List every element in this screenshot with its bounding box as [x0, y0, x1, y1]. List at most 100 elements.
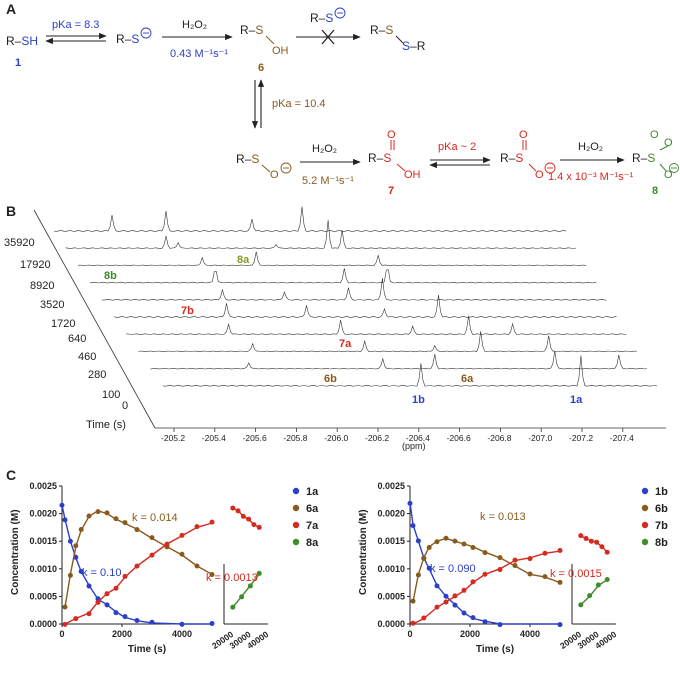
sulfonate-label: R–S — [632, 151, 655, 165]
data-point-6b — [513, 563, 518, 568]
nmr-trace — [78, 252, 586, 266]
data-point-6a — [195, 564, 200, 569]
ppm-axis-label: (ppm) — [402, 441, 426, 451]
data-point-1a — [114, 610, 119, 615]
sulfinic-label: R–S — [368, 151, 391, 165]
kinetics-charts: 0.00000.00050.00100.00150.00200.00250 200… — [10, 481, 668, 655]
y-tick-label: 0.0020 — [29, 509, 57, 519]
data-point-6b — [444, 536, 449, 541]
data-point-6b — [528, 571, 533, 576]
figure: A R–SH 1 pKa = 8.3 R–S H₂O₂ 0.43 M⁻¹s⁻¹ … — [0, 0, 680, 677]
y-tick-label: 0.0005 — [377, 591, 405, 601]
disulfide-label-2: S–R — [402, 39, 426, 53]
time-label-1720: 1720 — [51, 318, 75, 330]
time-label-3520: 3520 — [40, 299, 64, 311]
data-point-6b — [427, 545, 432, 550]
ppm-tick-label: -206.8 — [487, 433, 511, 443]
data-point-6a — [73, 543, 78, 548]
data-point-8a — [248, 583, 253, 588]
data-point-7b — [483, 572, 488, 577]
data-point-7a — [210, 520, 215, 525]
data-point-7b — [453, 593, 458, 598]
data-point-7a — [96, 600, 101, 605]
data-point-7b — [513, 558, 518, 563]
h2o2-label-3: H₂O₂ — [578, 141, 603, 153]
label-1b: 1b — [412, 394, 425, 406]
thiolate-reagent: R–S — [310, 11, 333, 25]
rate-label-blue: k = 0.090 — [430, 563, 476, 575]
legend-marker-7a — [293, 522, 299, 528]
pka-1: pKa = 8.3 — [52, 19, 99, 31]
legend-marker-1b — [642, 488, 648, 494]
oh-label: OH — [272, 45, 289, 57]
compound-7-label: 7 — [388, 185, 394, 197]
data-point-6b — [453, 539, 458, 544]
ppm-tick-label: -206.0 — [324, 433, 348, 443]
rate-label-red: k = 0.0015 — [550, 568, 602, 580]
data-point-1b — [453, 603, 458, 608]
ppm-ticks: -205.2 -205.4 -205.6 -205.8 -206.0 -206.2 -206… — [161, 428, 634, 443]
ppm-tick-label: -206.6 — [447, 433, 471, 443]
data-point-1a — [123, 614, 128, 619]
y-tick-label: 0.0015 — [377, 536, 405, 546]
data-point-6a — [114, 516, 119, 521]
data-point-7b — [498, 567, 503, 572]
data-point-7b — [411, 621, 416, 626]
sulfonate-o-top: O — [650, 129, 659, 141]
data-point-1a — [135, 618, 140, 623]
data-point-7a — [114, 586, 119, 591]
legend-marker-6a — [293, 505, 299, 511]
y-tick-label: 0.0020 — [377, 509, 405, 519]
label-7b: 7b — [181, 305, 194, 317]
svg-text:O: O — [664, 169, 673, 181]
data-point-1a — [60, 503, 65, 508]
data-point-6b — [435, 539, 440, 544]
nmr-trace — [127, 316, 627, 335]
legend-marker-6b — [642, 505, 648, 511]
data-point-6b — [483, 550, 488, 555]
data-point-1b — [558, 622, 563, 627]
rate-label-blue: k = 0.10 — [82, 567, 121, 579]
data-point-6a — [68, 573, 73, 578]
legend-label-1b: 1b — [655, 486, 668, 498]
data-point-1b — [471, 615, 476, 620]
data-point-6a — [87, 513, 92, 518]
data-point-7b — [543, 551, 548, 556]
data-point-1b — [411, 523, 416, 528]
chart-1: 0.00000.00050.00100.00150.00200.00250 200… — [10, 481, 319, 655]
legend-label-7a: 7a — [306, 520, 319, 532]
ppm-tick-label: -207.4 — [610, 433, 634, 443]
y-tick-label: 0.0005 — [29, 591, 57, 601]
y-tick-label: 0.0025 — [377, 481, 405, 491]
data-point-6a — [105, 510, 110, 515]
data-point-8b — [578, 602, 583, 607]
legend-label-6a: 6a — [306, 503, 319, 515]
data-point-6b — [543, 574, 548, 579]
data-point-1b — [416, 538, 421, 543]
data-point-6a — [123, 520, 128, 525]
label-6b: 6b — [324, 373, 337, 385]
data-point-8b — [605, 577, 610, 582]
sulfinate-label: R–S — [500, 151, 523, 165]
y-axis-label: Concentration (M) — [358, 509, 369, 595]
rate-label-brown: k = 0.014 — [132, 512, 178, 524]
panel-label-b: B — [6, 203, 16, 219]
x-axis-label: Time (s) — [128, 644, 166, 655]
rate-k3: 1.4 x 10⁻³ M⁻¹s⁻¹ — [548, 171, 634, 183]
data-point-1a — [210, 621, 215, 626]
data-point-6b — [416, 573, 421, 578]
x-axis-label: Time (s) — [476, 644, 514, 655]
data-point-7a — [105, 591, 110, 596]
label-8b: 8b — [104, 270, 117, 282]
data-point-1a — [87, 584, 92, 589]
x-tick-label: 2000 — [112, 629, 132, 639]
data-point-1b — [498, 622, 503, 627]
data-point-6a — [79, 527, 84, 532]
panel-label-c: C — [6, 467, 16, 483]
ppm-tick-label: -205.6 — [243, 433, 267, 443]
x-tick-label: 2000 — [460, 629, 480, 639]
data-point-6a — [135, 527, 140, 532]
data-point-7a — [165, 542, 170, 547]
data-point-6a — [96, 509, 101, 514]
label-1a: 1a — [570, 394, 583, 406]
